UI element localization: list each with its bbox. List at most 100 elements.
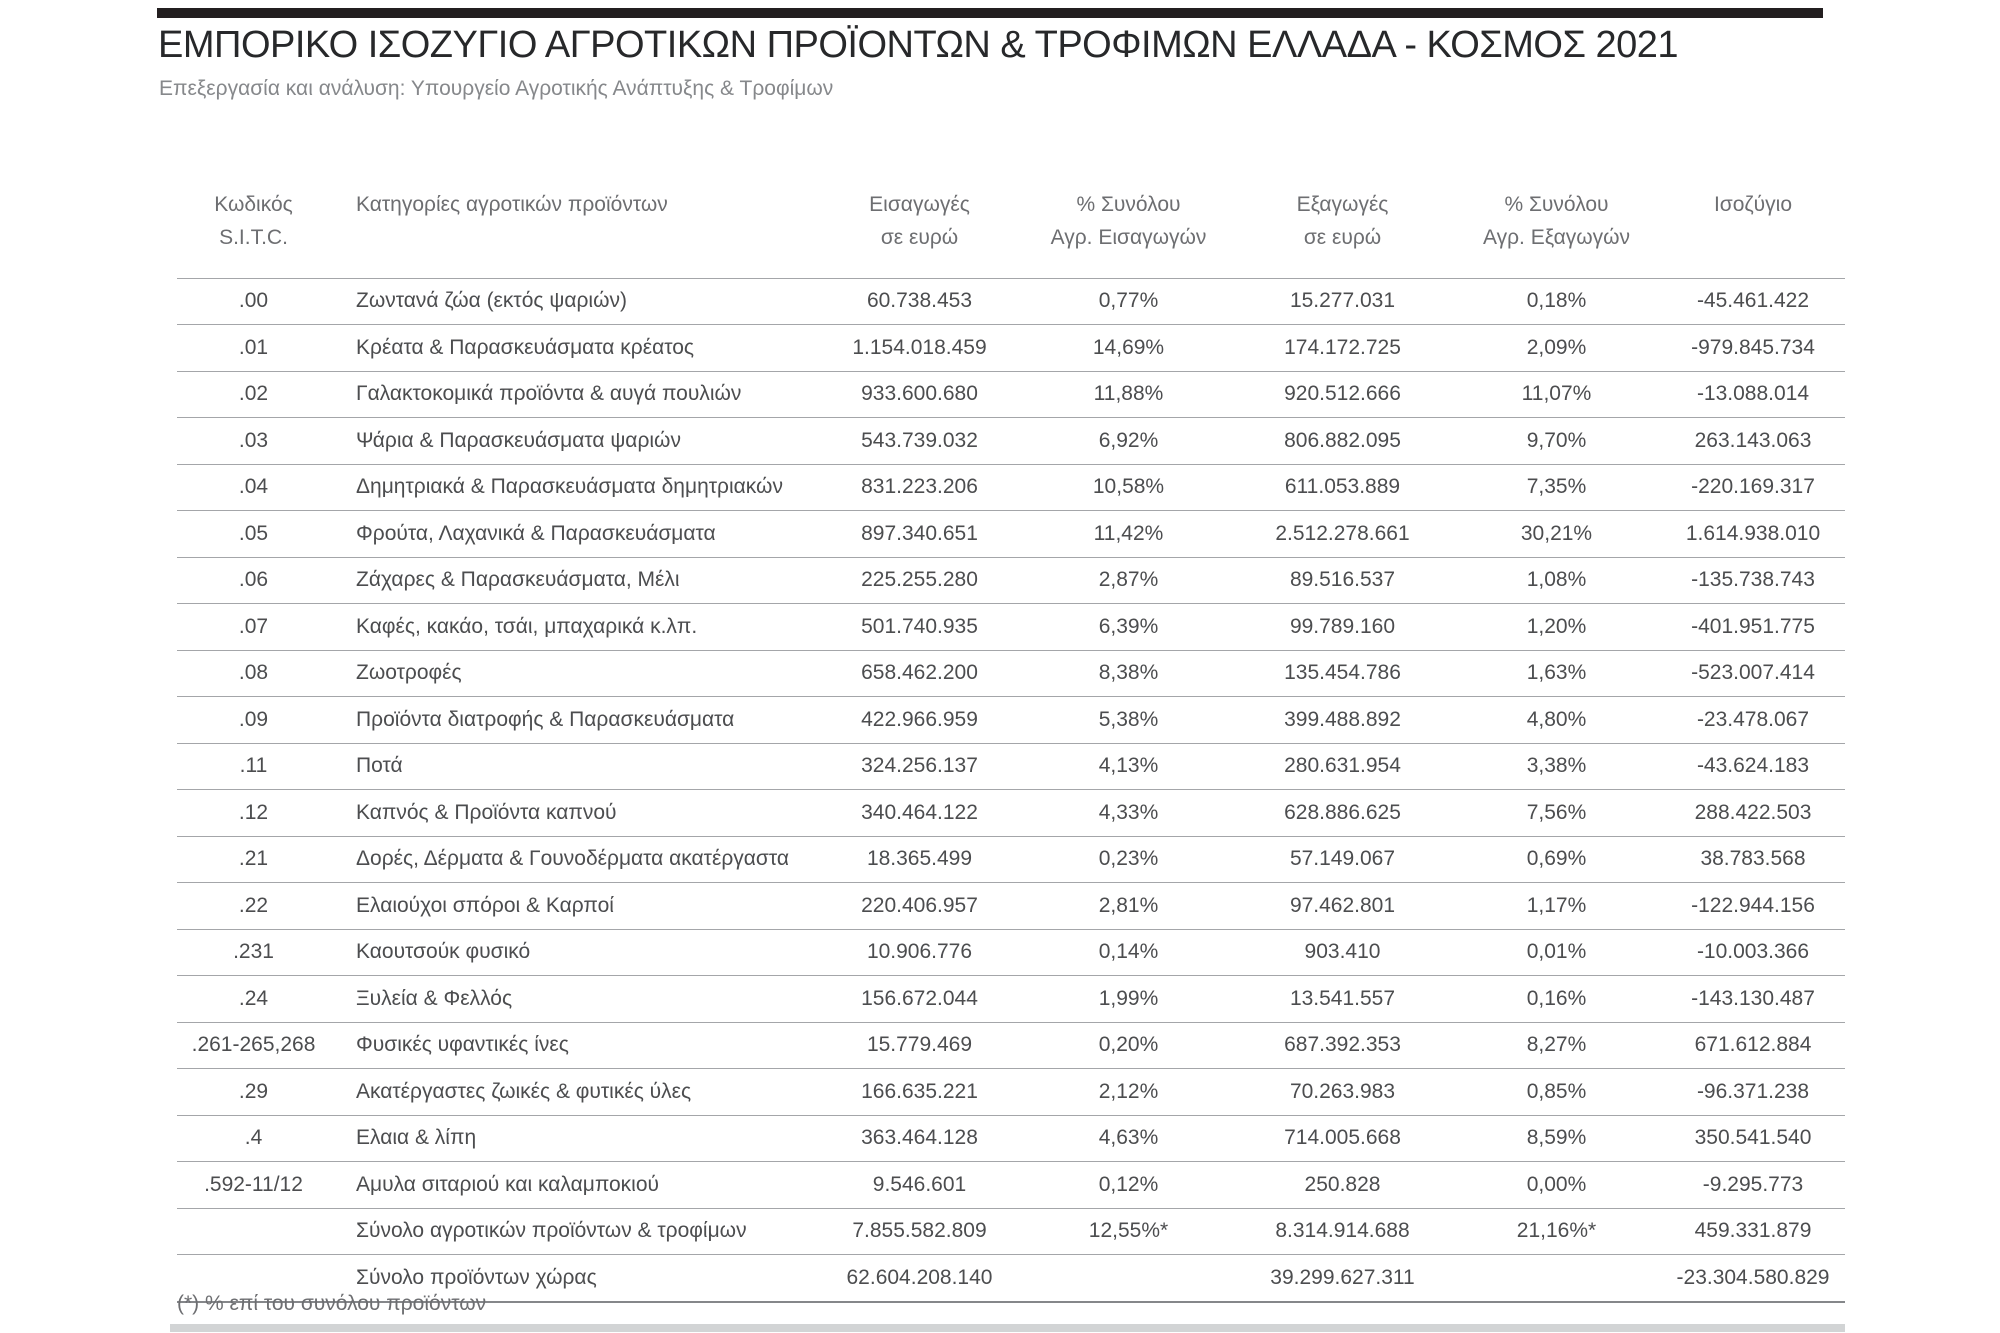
imports-cell: 9.546.601 [872,1172,967,1196]
table-row: .21 Δορές, Δέρματα & Γουνοδέρματα ακατέργ… [177,836,1845,883]
exports-cell: 628.886.625 [1284,800,1401,824]
pct-agri-exports-cell: 0,00% [1526,1172,1587,1196]
sitc-code-cell: .12 [238,800,269,824]
imports-cell: 501.740.935 [861,614,978,638]
exports-cell: 280.631.954 [1284,754,1401,778]
pct-agri-exports-cell: 0,01% [1526,940,1587,964]
sitc-code-cell: .11 [239,754,268,778]
sitc-code-cell: .05 [238,521,269,545]
imports-cell: 363.464.128 [861,1126,978,1150]
table-header: Κωδικός S.I.T.C. Κατηγορίες αγροτικών πρ… [177,182,1845,278]
balance-cell: -220.169.317 [1691,475,1815,499]
imports-cell: 897.340.651 [861,521,978,545]
table-row: .11 Ποτά 324.256.137 4,13% 280.631.954 3,38% -… [177,743,1845,790]
category-cell: Γαλακτοκομικά προϊόντα & αυγά πουλιών [356,382,742,406]
category-cell: Ακατέργαστες ζωικές & φυτικές ύλες [356,1079,692,1103]
balance-cell: -523.007.414 [1691,661,1815,685]
exports-cell: 70.263.983 [1289,1079,1396,1103]
category-cell: Ζάχαρες & Παρασκευάσματα, Μέλι [356,568,680,592]
sitc-code-cell: .24 [238,986,269,1010]
top-rule-bar [157,8,1823,18]
pct-agri-imports-cell: 6,92% [1098,428,1159,452]
imports-cell: 831.223.206 [861,475,978,499]
col-header-pct-agri-exports: % Συνόλου Αγρ. Εξαγωγών [1482,193,1631,249]
table-row: .592-11/12 Αμυλα σιταριού και καλαμποκιού… [177,1161,1845,1209]
exports-cell: 611.053.889 [1284,475,1401,499]
table-row: .02 Γαλακτοκομικά προϊόντα & αυγά πουλιών… [177,371,1845,418]
imports-cell: 1.154.018.459 [852,335,987,359]
col-header-balance: Ισοζύγιο [1713,193,1793,216]
sitc-code-cell: .09 [238,707,269,731]
balance-cell: -401.951.775 [1691,614,1815,638]
trade-balance-table: Κωδικός S.I.T.C. Κατηγορίες αγροτικών πρ… [177,182,1845,1303]
table-row: .01 Κρέατα & Παρασκευάσματα κρέατος 1.154.… [177,324,1845,372]
pct-agri-exports-cell: 3,38% [1526,754,1587,778]
table-row: .4 Ελαια & λίπη 363.464.128 4,63% 714.005.66… [177,1115,1845,1162]
sitc-code-cell: .02 [238,382,269,406]
balance-cell: -13.088.014 [1696,382,1810,406]
pct-agri-exports-cell: 1,63% [1526,661,1587,685]
imports-cell: 62.604.208.140 [846,1265,993,1289]
table-row: .05 Φρούτα, Λαχανικά & Παρασκευάσματα 897.… [177,510,1845,558]
pct-agri-exports-cell: 4,80% [1526,707,1587,731]
imports-cell: 658.462.200 [861,661,978,685]
pct-agri-imports-cell: 4,63% [1098,1126,1159,1150]
imports-cell: 225.255.280 [861,568,978,592]
pct-agri-exports-cell: 0,69% [1526,847,1587,871]
page-title: ΕΜΠΟΡΙΚΟ ΙΣΟΖΥΓΙΟ ΑΓΡΟΤΙΚΩΝ ΠΡΟΪΟΝΤΩΝ & … [158,24,1679,66]
exports-cell: 57.149.067 [1289,847,1396,871]
pct-agri-imports-cell: 12,55%* [1088,1219,1169,1243]
imports-cell: 60.738.453 [866,289,973,313]
sitc-code-cell: .4 [244,1126,263,1150]
category-cell: Προϊόντα διατροφής & Παρασκευάσματα [356,707,735,731]
balance-cell: -979.845.734 [1691,335,1815,359]
pct-agri-exports-cell [1452,1255,1661,1302]
category-cell: Ελαια & λίπη [356,1126,477,1150]
pct-agri-exports-cell: 7,56% [1526,800,1587,824]
sitc-code-cell: .06 [238,568,269,592]
exports-cell: 97.462.801 [1289,893,1396,917]
pct-agri-imports-cell: 2,87% [1098,568,1159,592]
col-header-exports: Εξαγωγές σε ευρώ [1296,193,1389,249]
col-header-category: Κατηγορίες αγροτικών προϊόντων [356,193,668,216]
table-row: .00 Ζωντανά ζώα (εκτός ψαριών) 60.738.453 0… [177,278,1845,325]
sitc-code-cell [177,1208,330,1255]
category-cell: Καπνός & Προϊόντα καπνού [356,800,617,824]
table-row: .04 Δημητριακά & Παρασκευάσματα δημητριακ… [177,464,1845,511]
balance-cell: -122.944.156 [1691,893,1815,917]
balance-cell: -135.738.743 [1691,568,1815,592]
category-cell: Ψάρια & Παρασκευάσματα ψαριών [356,428,681,452]
exports-cell: 135.454.786 [1284,661,1401,685]
total-row: Σύνολο προϊόντων χώρας 62.604.208.140 39.2… [177,1254,1845,1302]
exports-cell: 687.392.353 [1284,1033,1401,1057]
balance-cell: -9.295.773 [1702,1172,1804,1196]
sitc-code-cell: .00 [238,289,269,313]
imports-cell: 7.855.582.809 [852,1219,987,1243]
category-cell: Ξυλεία & Φελλός [356,986,513,1010]
imports-cell: 10.906.776 [866,940,973,964]
sitc-code-cell: .21 [238,847,269,871]
bottom-rule-bar [170,1324,1845,1332]
pct-agri-imports-cell: 4,13% [1098,754,1159,778]
exports-cell: 903.410 [1304,940,1381,964]
pct-agri-imports-cell: 0,23% [1098,847,1159,871]
category-cell: Αμυλα σιταριού και καλαμποκιού [356,1172,660,1196]
pct-agri-imports-cell: 6,39% [1098,614,1159,638]
exports-cell: 920.512.666 [1284,382,1401,406]
pct-agri-imports-cell: 8,38% [1098,661,1159,685]
pct-agri-exports-cell: 21,16%* [1516,1219,1597,1243]
pct-agri-exports-cell: 8,27% [1526,1033,1587,1057]
pct-agri-imports-cell: 2,81% [1098,893,1159,917]
balance-cell: -96.371.238 [1696,1079,1810,1103]
category-cell: Κρέατα & Παρασκευάσματα κρέατος [356,335,695,359]
sitc-code-cell: .261-265,268 [191,1033,316,1057]
sitc-code-cell: .231 [233,940,274,964]
sitc-code-cell: .07 [238,614,269,638]
table-row: .07 Καφές, κακάο, τσάι, μπαχαρικά κ.λπ. 50… [177,603,1845,651]
exports-cell: 13.541.557 [1289,986,1396,1010]
table-body: .00 Ζωντανά ζώα (εκτός ψαριών) 60.738.453 0… [177,278,1845,1302]
imports-cell: 15.779.469 [866,1033,973,1057]
pct-agri-imports-cell: 2,12% [1098,1079,1159,1103]
imports-cell: 340.464.122 [861,800,978,824]
